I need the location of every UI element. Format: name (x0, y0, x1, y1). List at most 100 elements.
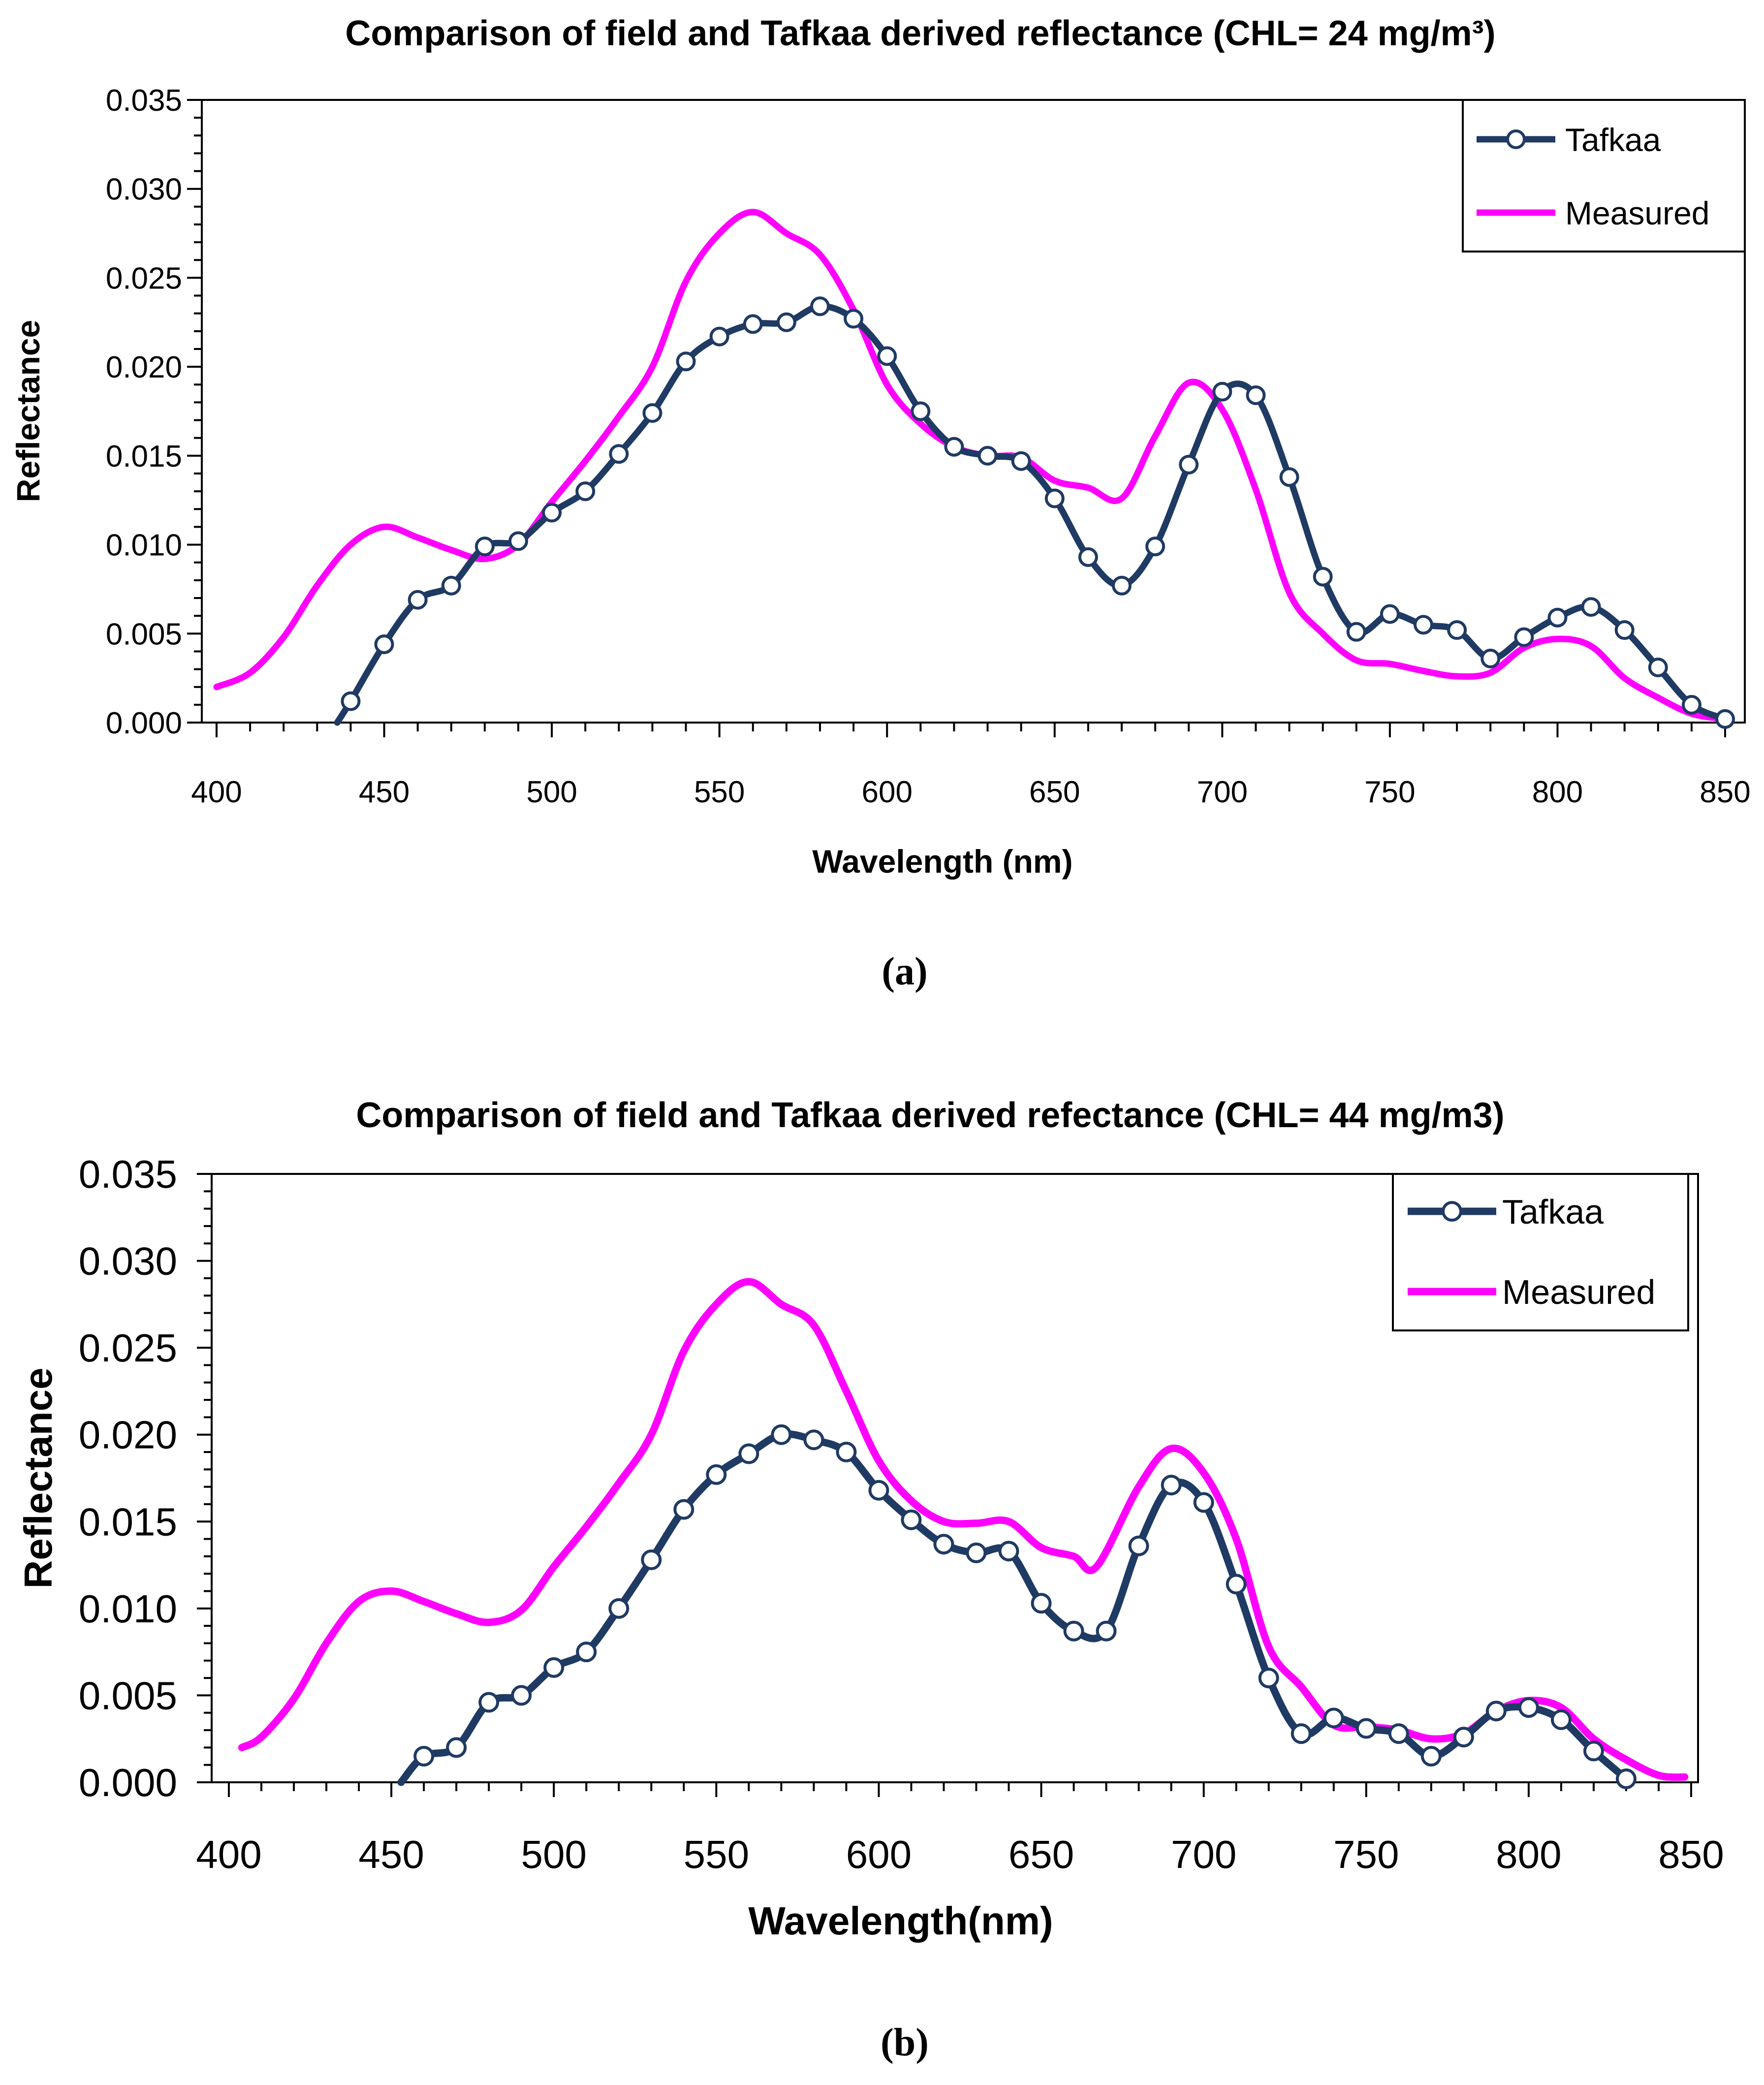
data-point (810, 296, 830, 316)
data-point (966, 1542, 987, 1563)
data-point (944, 437, 964, 457)
data-point (1547, 607, 1568, 628)
data-point (446, 1737, 467, 1758)
x-tick-label: 500 (521, 1832, 586, 1876)
data-point (575, 481, 596, 502)
figure-caption: (b) (881, 2021, 929, 2064)
data-point (1128, 1535, 1149, 1556)
legend-label: Tafkaa (1502, 1193, 1604, 1231)
data-point (609, 444, 629, 464)
data-point (771, 1424, 792, 1445)
plot-area (201, 99, 1746, 724)
data-point (676, 351, 696, 372)
y-tick-label: 0.025 (79, 1326, 177, 1370)
data-point (341, 691, 361, 711)
data-point (1323, 1707, 1344, 1729)
data-point (1226, 1574, 1247, 1595)
y-tick-label: 0.035 (106, 84, 182, 118)
y-tick-label: 0.010 (79, 1587, 177, 1631)
x-tick-label: 700 (1171, 1832, 1236, 1876)
x-tick-label: 850 (1700, 775, 1750, 809)
x-tick-label: 550 (684, 1832, 749, 1876)
data-point (1161, 1475, 1182, 1496)
data-point (1420, 1746, 1442, 1767)
y-tick-label: 0.030 (106, 173, 182, 207)
x-axis-label: Wavelength (nm) (812, 843, 1072, 880)
chart-title: Comparison of field and Tafkaa derived r… (356, 1096, 1504, 1135)
x-tick-label: 650 (1029, 775, 1080, 809)
data-point (1346, 622, 1366, 642)
series-line-tafkaa (397, 1430, 1630, 1786)
data-point (408, 590, 428, 610)
data-point (608, 1598, 630, 1619)
y-tick-label: 0.000 (106, 706, 182, 740)
plot-area (211, 1173, 1699, 1783)
data-point (1313, 567, 1333, 587)
data-point (776, 312, 796, 332)
x-tick-label: 600 (861, 775, 912, 809)
data-point (1550, 1709, 1572, 1730)
data-point (1096, 1620, 1117, 1642)
legend-label: Measured (1565, 195, 1710, 231)
data-point (901, 1509, 922, 1530)
data-point (1031, 1593, 1052, 1614)
data-point (542, 503, 562, 523)
data-point (511, 1685, 532, 1706)
legend-marker (1442, 1201, 1462, 1222)
data-point (743, 314, 763, 334)
data-point (1179, 454, 1199, 474)
data-point (877, 346, 897, 366)
data-point (1514, 627, 1534, 647)
y-tick-label: 0.010 (106, 529, 182, 563)
data-point (868, 1480, 889, 1501)
x-tick-label: 700 (1197, 775, 1248, 809)
y-tick-label: 0.020 (106, 350, 182, 384)
legend-marker (1506, 129, 1526, 149)
data-point (911, 401, 931, 421)
y-tick-label: 0.000 (79, 1761, 177, 1804)
data-point (1614, 620, 1635, 640)
data-point (1355, 1718, 1377, 1739)
data-point (1112, 575, 1132, 596)
x-tick-label: 500 (526, 775, 577, 809)
x-tick-label: 400 (191, 775, 242, 809)
data-point (1681, 695, 1701, 715)
data-point (1279, 467, 1299, 487)
x-axis-label: Wavelength(nm) (748, 1899, 1053, 1943)
data-point (1518, 1697, 1539, 1718)
data-point (1380, 604, 1400, 624)
y-tick-label: 0.035 (79, 1152, 177, 1196)
data-point (1011, 451, 1031, 471)
data-point (474, 537, 495, 557)
x-tick-label: 800 (1496, 1832, 1561, 1876)
y-tick-label: 0.025 (106, 261, 182, 295)
data-point (1063, 1620, 1084, 1642)
y-tick-label: 0.015 (79, 1500, 177, 1544)
data-point (1246, 385, 1266, 405)
y-axis-label: Reflectance (10, 320, 46, 503)
data-point (709, 326, 729, 347)
data-point (977, 445, 998, 466)
data-point (673, 1499, 694, 1520)
data-point (1212, 381, 1232, 402)
data-point (413, 1746, 435, 1767)
data-point (1193, 1492, 1214, 1513)
data-point (1583, 1740, 1604, 1762)
legend (1392, 1173, 1689, 1331)
data-point (1388, 1723, 1409, 1744)
figure-caption: (a) (882, 950, 927, 993)
data-point (478, 1692, 500, 1713)
series-line-measured (213, 209, 1729, 723)
legend-label: Measured (1502, 1273, 1655, 1311)
data-point (1648, 657, 1668, 677)
data-point (1615, 1768, 1637, 1789)
data-point (508, 531, 528, 551)
data-point (803, 1429, 824, 1451)
data-point (1078, 547, 1098, 567)
data-point (576, 1642, 597, 1663)
x-tick-label: 750 (1364, 775, 1415, 809)
y-tick-label: 0.015 (106, 440, 182, 474)
data-point (1414, 615, 1433, 635)
data-point (642, 403, 662, 423)
